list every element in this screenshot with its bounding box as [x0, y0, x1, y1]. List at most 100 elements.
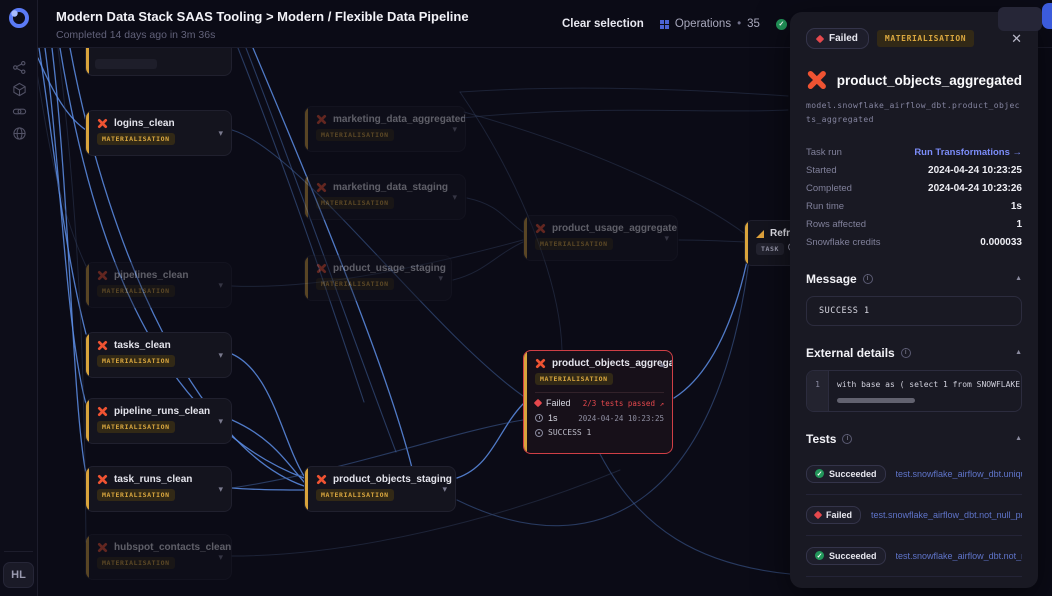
node-product-objects-aggregated-selected[interactable]: product_objects_aggregated MATERIALISATI…	[523, 350, 673, 454]
task-run-link[interactable]: Run Transformations →	[914, 147, 1022, 159]
chevron-up-icon[interactable]: ▴	[659, 359, 664, 369]
orchestra-logo-icon[interactable]	[7, 6, 31, 30]
dbt-icon	[316, 114, 327, 125]
node-name: marketing_data_staging	[333, 182, 449, 193]
dbt-icon	[97, 474, 108, 485]
succeeded-check-icon	[815, 551, 824, 561]
chevron-down-icon[interactable]: ▾	[218, 350, 223, 360]
node-marketing-data-staging[interactable]: marketing_data_staging MATERIALISATION ▾	[304, 174, 466, 220]
materialisation-badge: MATERIALISATION	[97, 133, 175, 145]
materialisation-badge: MATERIALISATION	[316, 197, 394, 209]
collapse-icon[interactable]	[1015, 349, 1022, 356]
operations-chip[interactable]: Operations • 35	[659, 18, 760, 30]
dbt-icon	[316, 474, 327, 485]
globe-icon[interactable]	[12, 126, 27, 141]
chevron-down-icon[interactable]: ▾	[218, 280, 223, 290]
node-product-usage-staging[interactable]: product_usage_staging MATERIALISATION ▾	[304, 255, 452, 301]
primary-button[interactable]	[1042, 3, 1052, 29]
test-link[interactable]: test.snowflake_airflow_dbt.unique_pro	[895, 468, 1022, 479]
test-link[interactable]: test.snowflake_airflow_dbt.not_null_pr	[895, 550, 1022, 561]
tests-summary-link[interactable]: 2/3 tests passed	[583, 399, 664, 408]
test-status-badge: Failed	[806, 505, 862, 524]
pipeline-network-icon[interactable]	[12, 60, 27, 75]
node-name: product_objects_aggregated	[552, 358, 672, 369]
message-content: SUCCESS 1	[806, 295, 1022, 326]
succeeded-check-icon	[815, 469, 824, 479]
node-pipeline-runs-clean[interactable]: pipeline_runs_clean MATERIALISATION ▾	[85, 398, 232, 444]
external-details-section-header: External details	[806, 346, 1022, 360]
cube-icon[interactable]	[12, 82, 27, 97]
node-name: hubspot_contacts_clean	[114, 542, 232, 553]
test-link[interactable]: test.snowflake_airflow_dbt.not_null_pr	[871, 509, 1022, 520]
status-badge: Failed	[806, 28, 869, 49]
breadcrumb: Modern Data Stack SAAS Tooling > Modern …	[56, 9, 469, 24]
collapse-icon[interactable]	[1015, 435, 1022, 442]
dbt-icon	[316, 182, 327, 193]
dbt-icon	[535, 223, 546, 234]
node-pipelines-clean[interactable]: pipelines_clean MATERIALISATION ▾	[85, 262, 232, 308]
info-icon	[842, 433, 853, 444]
materialisation-badge: MATERIALISATION	[316, 489, 394, 501]
node-product-objects-staging[interactable]: product_objects_staging MATERIALISATION …	[304, 466, 456, 512]
message-section-header: Message	[806, 272, 1022, 286]
chevron-down-icon[interactable]: ▾	[442, 484, 447, 494]
materialisation-badge: MATERIALISATION	[316, 278, 394, 290]
dbt-icon	[97, 270, 108, 281]
chevron-down-icon[interactable]: ▾	[218, 484, 223, 494]
model-identifier: model.snowflake_airflow_dbt.product_obje…	[806, 101, 1020, 125]
node-stripe	[86, 31, 89, 75]
materialisation-badge: MATERIALISATION	[97, 421, 175, 433]
close-icon[interactable]	[1011, 31, 1022, 47]
node-tasks-clean[interactable]: tasks_clean MATERIALISATION ▾	[85, 332, 232, 378]
success-check-icon	[775, 18, 787, 30]
operations-grid-icon	[659, 19, 664, 24]
sidebar: HL	[0, 0, 38, 596]
test-row: Succeeded test.snowflake_airflow_dbt.uni…	[806, 454, 1022, 495]
node-task-runs-clean[interactable]: task_runs_clean MATERIALISATION ▾	[85, 466, 232, 512]
dbt-icon	[97, 542, 108, 553]
node-product-usage-aggregated[interactable]: product_usage_aggregated MATERIALISATION…	[523, 215, 678, 261]
dbt-icon	[535, 358, 546, 369]
clear-selection-button[interactable]: Clear selection	[562, 18, 644, 30]
run-status-subtitle: Completed 14 days ago in 3m 36s	[56, 29, 216, 41]
horizontal-scrollbar[interactable]	[837, 397, 915, 403]
node-name: tasks_clean	[114, 340, 171, 351]
node-name: task_runs_clean	[114, 474, 193, 485]
chevron-down-icon[interactable]: ▾	[452, 124, 457, 134]
message-status-icon	[535, 428, 543, 437]
dbt-icon	[97, 406, 108, 417]
clock-icon	[535, 414, 543, 422]
node-name: product_usage_staging	[333, 263, 446, 274]
materialisation-badge: MATERIALISATION	[316, 129, 394, 141]
materialisation-badge: MATERIALISATION	[97, 285, 175, 297]
chevron-down-icon[interactable]: ▾	[438, 273, 443, 283]
node-name: Refresh	[770, 228, 808, 239]
sql-code: with base as ( select 1 from SNOWFLAKE	[837, 379, 1021, 389]
node-name: product_objects_staging	[333, 474, 452, 485]
materialisation-badge: MATERIALISATION	[97, 489, 175, 501]
node-status: Failed	[546, 398, 571, 408]
node-marketing-data-aggregated[interactable]: marketing_data_aggregated MATERIALISATIO…	[304, 106, 466, 152]
materialisation-badge: MATERIALISATION	[97, 355, 175, 367]
chevron-down-icon[interactable]: ▾	[452, 192, 457, 202]
chevron-down-icon[interactable]: ▾	[218, 416, 223, 426]
chevron-down-icon[interactable]: ▾	[218, 128, 223, 138]
link-icon[interactable]	[12, 104, 27, 119]
dbt-icon	[807, 70, 826, 90]
dbt-icon	[97, 118, 108, 129]
collapse-icon[interactable]	[1015, 275, 1022, 282]
tests-list: Succeeded test.snowflake_airflow_dbt.uni…	[806, 454, 1022, 577]
user-avatar[interactable]: HL	[3, 562, 34, 588]
failed-diamond-icon	[533, 398, 543, 408]
task-badge: TASK	[756, 243, 785, 255]
chevron-down-icon[interactable]: ▾	[664, 233, 669, 243]
chevron-down-icon[interactable]: ▾	[218, 552, 223, 562]
node-name: logins_clean	[114, 118, 175, 129]
line-number: 1	[807, 370, 829, 411]
node-hubspot-contacts-clean[interactable]: hubspot_contacts_clean MATERIALISATION ▾	[85, 534, 232, 580]
test-row: Failed test.snowflake_airflow_dbt.not_nu…	[806, 495, 1022, 536]
materialisation-badge: MATERIALISATION	[876, 30, 975, 47]
node-logins-clean[interactable]: logins_clean MATERIALISATION ▾	[85, 110, 232, 156]
task-warning-icon	[756, 229, 764, 238]
secondary-button[interactable]	[998, 7, 1042, 31]
